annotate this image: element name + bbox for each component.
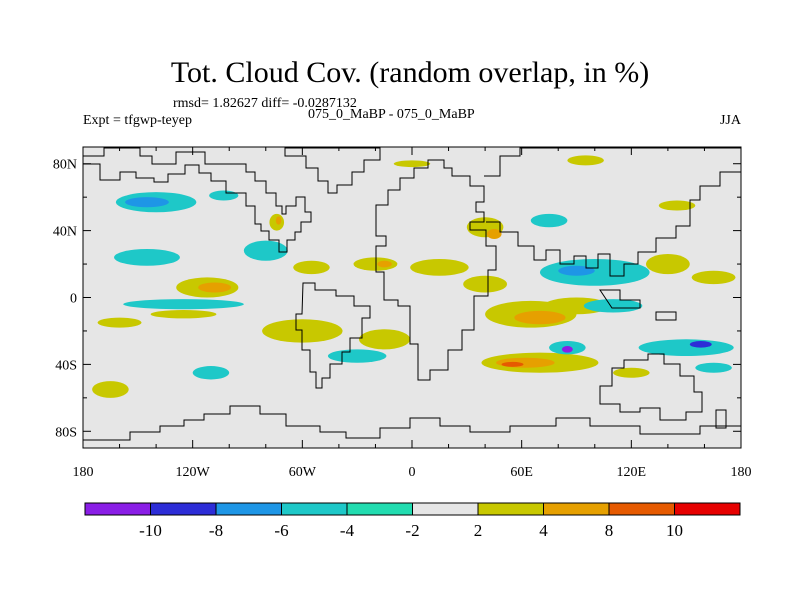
case-label: 075_0_MaBP - 075_0_MaBP <box>308 107 475 122</box>
contour-region <box>689 340 712 348</box>
contour-region <box>514 310 566 325</box>
stats-label: rmsd= 1.82627 diff= -0.0287132 <box>173 96 357 111</box>
colorbar-label: 10 <box>666 521 683 540</box>
x-tick-label: 180 <box>73 465 94 480</box>
coastline-antarctica <box>83 405 741 448</box>
contour-region <box>486 228 502 239</box>
contour-region <box>583 299 643 313</box>
contour-region <box>114 249 180 266</box>
colorbar-label: -2 <box>405 521 419 540</box>
colorbar-label: -6 <box>274 521 288 540</box>
contour-region <box>691 270 736 285</box>
coastlines <box>83 147 741 448</box>
contour-region <box>463 275 508 293</box>
y-axis: 80N 40N 0 40S 80S <box>53 158 741 440</box>
coastline-greenland <box>284 147 381 194</box>
contour-region <box>393 160 431 168</box>
colorbar-box <box>215 502 282 516</box>
coastline-maritime <box>599 289 677 321</box>
map-area <box>82 146 742 449</box>
coastline-south-america <box>295 282 371 389</box>
contour-region <box>410 259 469 276</box>
x-tick-label: 60W <box>289 465 317 480</box>
x-tick-label: 120E <box>617 465 647 480</box>
contour-region <box>501 361 524 367</box>
contour-region <box>613 367 650 378</box>
colorbar-box <box>346 502 413 516</box>
contour-region <box>209 190 239 201</box>
colorbar-label: 8 <box>605 521 614 540</box>
colorbar-label: -10 <box>139 521 162 540</box>
colorbar-box <box>608 502 675 516</box>
colorbar: -10 -8 -6 -4 -2 2 4 8 10 <box>84 502 741 540</box>
colorbar-label: 4 <box>539 521 548 540</box>
coastline-asia <box>484 147 741 277</box>
map-background <box>83 147 741 448</box>
contour-region <box>530 213 568 228</box>
coastline-newzealand <box>715 409 727 429</box>
x-axis: 180 120W 60W 0 60E 120E 180 <box>73 147 752 480</box>
contour-region <box>125 197 169 208</box>
colorbar-label: -8 <box>209 521 223 540</box>
colorbar-box <box>281 502 348 516</box>
colorbar-box <box>674 502 741 516</box>
contour-region <box>92 381 129 398</box>
experiment-label: Expt = tfgwp-teyep <box>83 113 192 128</box>
contour-region <box>123 299 244 310</box>
colorbar-box <box>150 502 217 516</box>
colorbar-box <box>477 502 544 516</box>
contour-region <box>97 317 142 328</box>
contour-region <box>561 345 573 353</box>
contour-region <box>645 254 690 275</box>
x-tick-label: 120W <box>176 465 211 480</box>
chart-title: Tot. Cloud Cov. (random overlap, in %) <box>171 56 649 89</box>
contour-fills <box>92 155 736 398</box>
contour-region <box>658 200 696 211</box>
x-tick-label: 0 <box>409 465 416 480</box>
coastline-australia <box>599 353 703 421</box>
contour-region <box>695 362 732 373</box>
contour-region <box>558 265 595 276</box>
colorbar-label: -4 <box>340 521 355 540</box>
contour-region <box>358 329 411 350</box>
contour-region <box>192 366 230 380</box>
contour-region <box>567 155 604 166</box>
contour-region <box>150 310 217 319</box>
colorbar-box <box>412 502 479 516</box>
y-tick-label: 40S <box>55 358 77 373</box>
y-tick-label: 80S <box>55 425 77 440</box>
contour-region <box>243 240 288 261</box>
contour-region <box>539 259 650 286</box>
contour-region <box>275 216 282 225</box>
contour-region <box>293 260 330 275</box>
y-tick-label: 40N <box>53 225 77 240</box>
colorbar-box <box>543 502 610 516</box>
contour-region <box>377 260 392 268</box>
colorbar-box <box>84 502 151 516</box>
y-tick-label: 0 <box>70 292 77 307</box>
x-tick-label: 60E <box>510 465 533 480</box>
coastline-europe-africa <box>375 159 497 381</box>
colorbar-label: 2 <box>474 521 483 540</box>
contour-region <box>353 257 398 271</box>
season-label: JJA <box>720 113 742 128</box>
y-tick-label: 80N <box>53 158 77 173</box>
x-tick-label: 180 <box>731 465 752 480</box>
coastline-north-america <box>83 147 312 253</box>
contour-region <box>198 282 232 293</box>
contour-region <box>327 349 387 363</box>
